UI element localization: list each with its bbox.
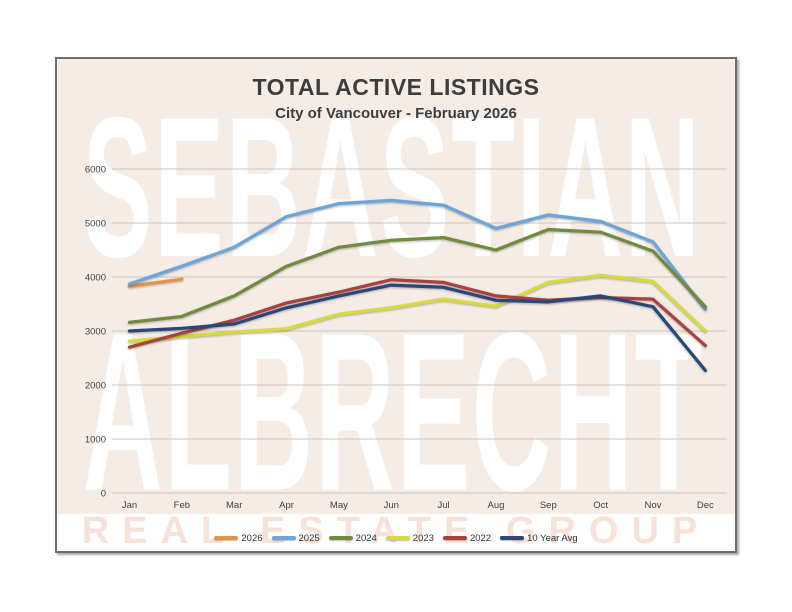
y-tick-label: 6000 [85, 165, 106, 176]
legend-item-2023: 2023 [385, 532, 434, 544]
legend-item-10-year-avg: 10 Year Avg [500, 533, 578, 544]
series-line-10-year-avg [127, 283, 707, 373]
y-tick-label: 2000 [85, 381, 106, 392]
legend-line-swatch [500, 536, 525, 540]
legend-item-2025: 2025 [271, 532, 320, 544]
x-tick-label: Feb [174, 500, 190, 511]
legend-line-swatch [385, 536, 410, 540]
legend-label: 2024 [355, 532, 377, 544]
y-tick-label: 5000 [85, 219, 106, 230]
legend-item-2022: 2022 [442, 532, 492, 544]
legend-item-2026: 2026 [214, 532, 263, 544]
watermark-text-sebastian: SEBASTIAN [83, 77, 702, 301]
chart-legend: 2026 2025 2024 2023 2022 10 Year Avg [57, 530, 735, 546]
legend-label: 10 Year Avg [527, 532, 578, 544]
legend-label: 2022 [469, 532, 492, 544]
legend-item-2024: 2024 [328, 532, 377, 544]
legend-label: 2026 [241, 532, 263, 544]
x-tick-label: Jan [122, 500, 137, 511]
chart-title: TOTAL ACTIVE LISTINGS [252, 74, 540, 100]
legend-line-swatch [328, 536, 353, 540]
series-line-2025 [127, 198, 707, 311]
x-tick-label: Apr [279, 500, 294, 511]
x-tick-label: Oct [593, 500, 608, 511]
y-tick-label: 0 [101, 489, 106, 500]
x-tick-label: Mar [226, 500, 242, 511]
x-tick-label: Dec [697, 500, 714, 511]
x-tick-label: Aug [487, 500, 504, 511]
legend-line-swatch [271, 536, 296, 540]
y-tick-label: 1000 [85, 435, 106, 446]
legend-line-swatch [442, 536, 467, 540]
x-tick-label: Nov [645, 500, 662, 511]
chart-frame: SEBASTIAN ALBRECHT REAL ESTATE GROUP TOT… [55, 57, 737, 553]
x-tick-label: Jun [384, 500, 399, 511]
y-tick-label: 3000 [85, 327, 106, 338]
y-tick-label: 4000 [85, 273, 106, 284]
legend-line-swatch [214, 536, 239, 540]
chart-subtitle: City of Vancouver - February 2026 [275, 105, 517, 122]
legend-label: 2025 [298, 532, 320, 544]
x-tick-label: Sep [540, 500, 557, 511]
plot-area: 0 1000 2000 3000 4000 5000 6000 Jan Feb Mar Apr May… [85, 165, 727, 511]
series-line-2023 [127, 273, 707, 343]
series-line-2026 [127, 277, 184, 288]
x-tick-label: May [330, 500, 348, 511]
legend-label: 2023 [412, 532, 434, 544]
x-tick-label: Jul [438, 500, 450, 511]
series-line-2022 [127, 278, 707, 349]
watermark-text-real-estate-group: REAL ESTATE GROUP [81, 510, 711, 552]
series-line-2024 [127, 227, 707, 324]
